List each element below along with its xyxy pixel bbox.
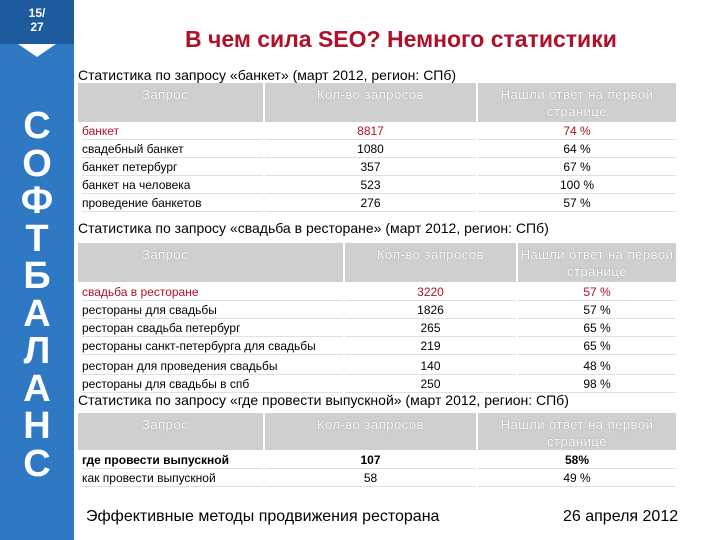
table-cell: 3220 (345, 283, 516, 301)
brand-letter: С (23, 105, 51, 147)
table-cell: как провести выпускной (82, 469, 263, 487)
brand-letter: Н (23, 405, 51, 447)
table-cell: 67 % (478, 158, 676, 176)
column-header: Кол-во запросов (345, 243, 516, 282)
brand-letter: Л (23, 330, 51, 372)
table-cell: 523 (265, 176, 476, 194)
table-cell: 250 (345, 375, 516, 393)
slide-number-total: 27 (30, 20, 44, 34)
table-cell: 8817 (265, 122, 476, 140)
table-cell: 58 (265, 469, 476, 487)
table-cell: рестораны санкт-петербурга для свадьбы (82, 337, 343, 355)
table-cell: банкет петербург (82, 158, 263, 176)
table-caption: Статистика по запросу «свадьба в рестора… (78, 220, 549, 236)
table-cell: 48 % (518, 357, 676, 375)
column-header: Кол-во запросов (265, 413, 476, 450)
title: В чем сила SEO? Немного статистики (185, 26, 617, 52)
table-cell: рестораны для свадьбы в спб (82, 375, 343, 393)
column-header: Запрос (78, 243, 343, 282)
table-cell: 58% (478, 451, 676, 469)
column-header: Запрос (78, 83, 263, 122)
table-cell: 140 (345, 357, 516, 375)
table-cell: 57 % (518, 283, 676, 301)
table-caption: Статистика по запросу «банкет» (март 201… (78, 67, 457, 83)
slide-number-current: 15/ (28, 6, 46, 20)
table-cell: 74 % (478, 122, 676, 140)
brand-letter: Ф (20, 180, 54, 222)
brand-letter: О (22, 142, 52, 185)
table-cell: 98 % (518, 375, 676, 393)
arrow (18, 44, 56, 57)
table-cell: 49 % (478, 469, 676, 487)
table-cell: 265 (345, 319, 516, 337)
table-cell: банкет на человека (82, 176, 263, 194)
brand-letter: С (23, 442, 51, 485)
table-cell: 276 (265, 194, 476, 212)
column-header: Нашли ответ на первой странице (518, 243, 676, 282)
brand-letter: Т (25, 217, 49, 260)
column-header: Кол-во запросов (265, 83, 476, 122)
table-caption: Статистика по запросу «где провести выпу… (78, 392, 569, 408)
table-cell: 1080 (265, 140, 476, 158)
table-cell: ресторан свадьба петербург (82, 319, 343, 337)
table-cell: 65 % (518, 319, 676, 337)
brand-letter: Б (23, 255, 51, 297)
column-header: Нашли ответ на первой странице (478, 413, 676, 450)
brand-letter: А (23, 292, 51, 335)
table-cell: 107 (265, 451, 476, 469)
table-cell: 65 % (518, 337, 676, 355)
table-cell: 357 (265, 158, 476, 176)
table-cell: 64 % (478, 140, 676, 158)
table-cell: 219 (345, 337, 516, 355)
table-cell: где провести выпускной (82, 451, 263, 469)
footer-text: Эффективные методы продвижения ресторана (86, 508, 440, 525)
column-header: Запрос (78, 413, 263, 450)
table-cell: банкет (82, 122, 263, 140)
table-cell: 1826 (345, 301, 516, 319)
table-cell: 57 % (478, 194, 676, 212)
table-cell: проведение банкетов (82, 194, 263, 212)
table-cell: свадебный банкет (82, 140, 263, 158)
table-cell: 57 % (518, 301, 676, 319)
table-cell: рестораны для свадьбы (82, 301, 343, 319)
column-header: Нашли ответ на первой странице (478, 83, 676, 122)
slide-number: 15/27 (0, 0, 74, 44)
footer-date: 26 апреля 2012 (563, 508, 679, 525)
table-cell: 100 % (478, 176, 676, 194)
table-cell: ресторан для проведения свадьбы (82, 357, 343, 375)
table-cell: свадьба в ресторане (82, 283, 343, 301)
brand-letter: А (23, 367, 51, 410)
